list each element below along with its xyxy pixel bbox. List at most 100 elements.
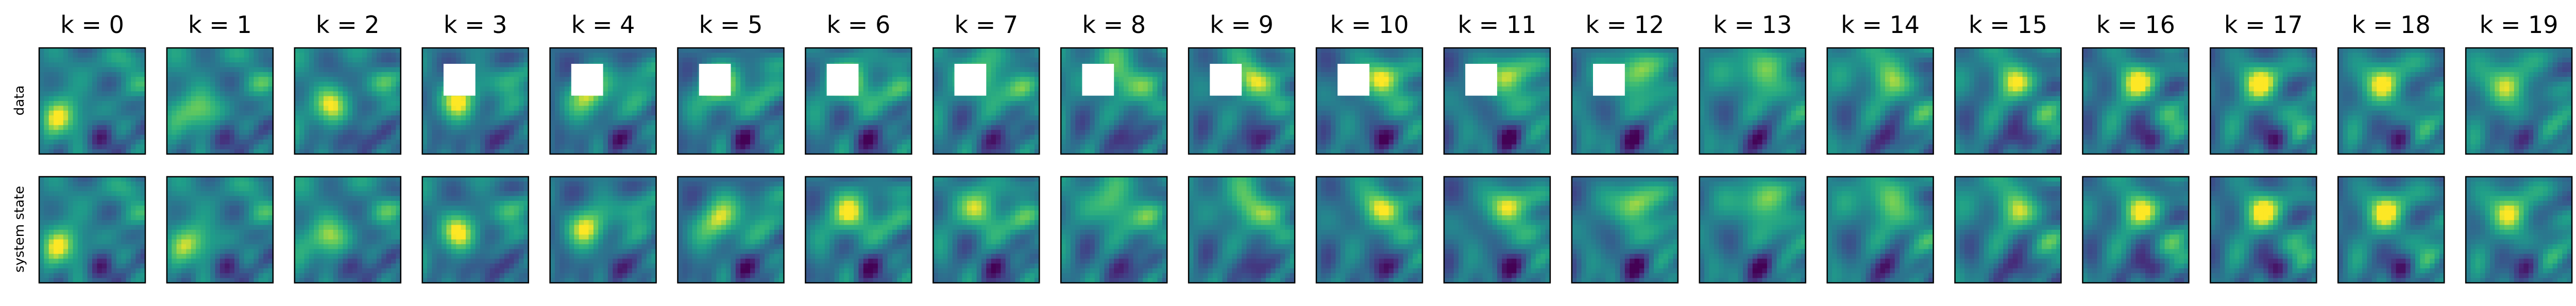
heatmap-cell [509,130,515,135]
heatmap-cell [191,120,196,126]
heatmap-cell [196,181,201,187]
heatmap-cell [294,191,300,197]
heatmap-cell [338,134,344,140]
heatmap-cell [176,115,182,121]
heatmap-cell [381,191,387,197]
heatmap-cell [396,91,401,97]
heatmap-cell [362,253,367,259]
heatmap-cell [603,62,608,68]
heatmap-cell [480,191,486,197]
heatmap-cell [181,186,187,192]
heatmap-cell [343,244,348,250]
heatmap-cell [485,53,490,58]
heatmap-cell [357,191,363,197]
heatmap-cell [504,244,510,250]
heatmap-cell [39,191,44,197]
heatmap-cell [111,62,117,68]
heatmap-cell [333,96,338,101]
heatmap-cell [518,239,524,245]
heatmap-cell [116,106,122,111]
heatmap-cell [480,215,486,220]
heatmap-cell [333,77,338,82]
heatmap-cell [584,196,589,201]
heatmap-cell [470,263,476,269]
heatmap-cell [176,234,182,240]
heatmap-cell [172,186,177,192]
heatmap-cell [603,191,608,197]
heatmap-cell [121,181,127,187]
heatmap-cell [48,268,54,274]
heatmap-cell [495,86,500,92]
heatmap-cell [323,177,329,182]
heatmap-cell [215,259,221,264]
heatmap-cell [87,149,93,155]
heatmap-cell [579,186,584,192]
heatmap-cell [593,96,599,101]
heatmap-cell [196,77,201,82]
heatmap-cell [560,225,565,230]
heatmap-cell [258,115,264,121]
heatmap-cell [427,177,433,182]
heatmap-cell [323,234,329,240]
heatmap-cell [44,81,49,87]
heatmap-cell [386,177,392,182]
heatmap-cell [495,96,500,101]
heatmap-cell [77,278,83,283]
heatmap-cell [107,144,112,150]
heatmap-cell [480,62,486,68]
heatmap-cell [579,149,584,155]
heatmap-cell [422,239,428,245]
heatmap-cell [229,220,235,226]
heatmap-cell [357,196,363,201]
heatmap-cell [475,57,481,63]
heatmap-cell [309,72,314,77]
heatmap-cell [215,130,221,135]
heatmap-cell [651,67,657,73]
heatmap-cell [518,278,524,283]
heatmap-cell [436,115,442,121]
heatmap-cell [371,239,377,245]
heatmap-cell [422,191,428,197]
heatmap-cell [97,106,103,111]
heatmap-cell [196,57,201,63]
heatmap-cell [588,115,594,121]
heatmap-cell [44,263,49,269]
heatmap-cell [268,139,274,145]
heatmap-cell [63,91,69,97]
heatmap-cell [299,249,305,254]
heatmap-cell [314,139,319,145]
heatmap-cell [489,200,495,206]
heatmap-cell [101,273,107,279]
heatmap-cell [219,106,225,111]
heatmap-cell [219,239,225,245]
heatmap-cell [253,244,259,250]
heatmap-cell [215,62,221,68]
heatmap-cell [584,57,589,63]
heatmap-cell [215,120,221,126]
data-panel-k4 [549,47,657,155]
heatmap-cell [343,120,348,126]
heatmap-cell [196,234,201,240]
heatmap-cell [480,86,486,92]
heatmap-cell [318,149,324,155]
heatmap-cell [92,210,97,216]
heatmap-cell [343,177,348,182]
heatmap-cell [229,278,235,283]
heatmap-cell [617,72,623,77]
heatmap-cell [554,249,560,254]
heatmap-cell [299,230,305,235]
heatmap-cell [603,253,608,259]
heatmap-cell [44,106,49,111]
heatmap-cell [234,139,240,145]
heatmap-cell [461,244,466,250]
heatmap-cell [465,215,471,220]
heatmap-cell [475,77,481,82]
heatmap-cell [495,230,500,235]
heatmap-cell [234,110,240,116]
heatmap-cell [362,239,367,245]
heatmap-cell [641,139,647,145]
heatmap-cell [499,253,505,259]
heatmap-cell [44,225,49,230]
heatmap-cell [186,134,192,140]
heatmap-cell [239,186,245,192]
